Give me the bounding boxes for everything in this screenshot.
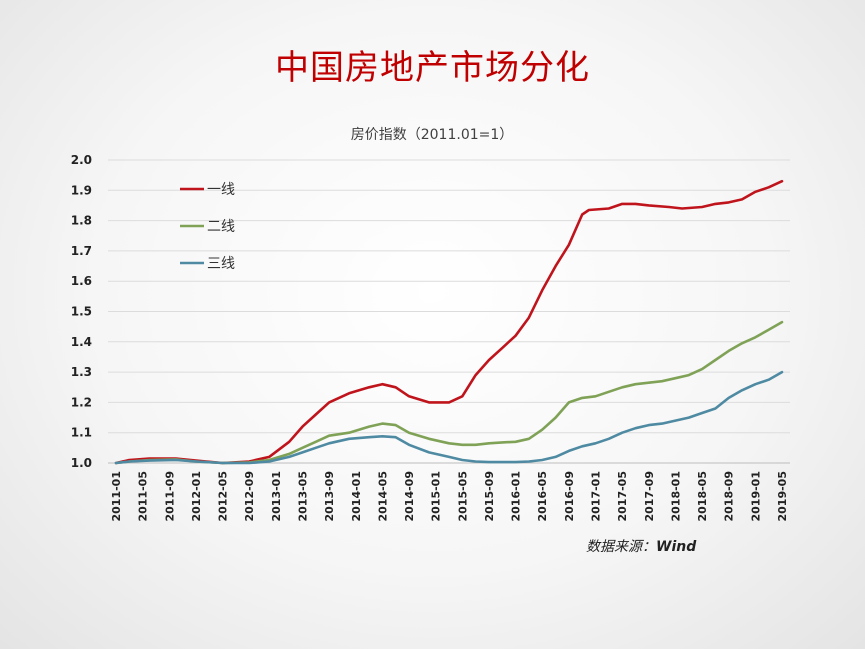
x-tick-label: 2017-05 — [616, 471, 629, 522]
chart-title: 房价指数（2011.01=1） — [351, 127, 514, 143]
x-tick-label: 2016-05 — [536, 471, 549, 522]
legend-label: 二线 — [207, 219, 235, 235]
x-tick-label: 2013-09 — [323, 471, 336, 522]
x-tick-label: 2011-01 — [110, 471, 123, 522]
x-tick-label: 2014-05 — [376, 471, 389, 522]
y-tick-label: 1.6 — [71, 274, 92, 288]
x-tick-label: 2018-01 — [669, 471, 682, 522]
x-tick-label: 2014-09 — [403, 471, 416, 522]
x-tick-label: 2013-01 — [270, 471, 283, 522]
x-axis-ticks: 2011-01 2011-05 2011-09 2012-01 2012-05 2012-… — [110, 471, 789, 522]
x-tick-label: 2013-05 — [296, 471, 309, 522]
y-tick-label: 1.4 — [71, 335, 92, 349]
x-tick-label: 2011-09 — [163, 471, 176, 522]
y-tick-label: 1.1 — [71, 426, 92, 440]
y-tick-label: 1.8 — [71, 214, 92, 228]
series-lines — [114, 179, 784, 465]
x-tick-label: 2017-01 — [590, 471, 603, 522]
x-tick-label: 2016-09 — [563, 471, 576, 522]
source-note: 数据来源：Wind — [586, 536, 696, 556]
x-tick-label: 2016-01 — [510, 471, 523, 522]
y-axis-ticks: 1.0 1.1 1.2 1.3 1.4 1.5 1.6 1.7 1.8 1.9 2.0 — [71, 153, 92, 470]
x-tick-label: 2011-05 — [137, 471, 150, 522]
x-tick-label: 2012-05 — [217, 471, 230, 522]
x-tick-label: 2014-01 — [350, 471, 363, 522]
series-line-二线 — [114, 320, 784, 465]
series-line-三线 — [114, 370, 784, 465]
x-tick-label: 2019-01 — [749, 471, 762, 522]
series-line-一线 — [114, 179, 784, 465]
y-tick-label: 1.9 — [71, 183, 92, 197]
source-label: 数据来源： — [586, 539, 656, 555]
x-tick-label: 2012-09 — [243, 471, 256, 522]
x-tick-label: 2019-05 — [776, 471, 789, 522]
legend-label: 一线 — [207, 182, 235, 198]
x-tick-label: 2018-09 — [723, 471, 736, 522]
slide-title: 中国房地产市场分化 — [275, 48, 590, 88]
x-tick-label: 2015-01 — [430, 471, 443, 522]
y-tick-label: 1.3 — [71, 365, 92, 379]
x-tick-label: 2012-01 — [190, 471, 203, 522]
y-tick-label: 1.5 — [71, 305, 92, 319]
y-tick-label: 2.0 — [71, 153, 92, 167]
source-value: Wind — [656, 539, 697, 555]
x-tick-label: 2017-09 — [643, 471, 656, 522]
legend-label: 三线 — [207, 256, 235, 272]
y-tick-label: 1.0 — [71, 456, 92, 470]
x-tick-label: 2015-05 — [456, 471, 469, 522]
y-tick-label: 1.7 — [71, 244, 92, 258]
x-tick-label: 2018-05 — [696, 471, 709, 522]
x-tick-label: 2015-09 — [483, 471, 496, 522]
y-tick-label: 1.2 — [71, 395, 92, 409]
